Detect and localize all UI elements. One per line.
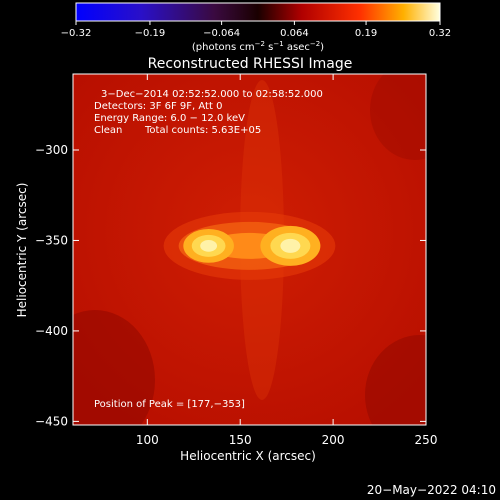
colorbar-gradient	[75, 2, 441, 22]
annotation-energy-range: Energy Range: 6.0 − 12.0 keV	[94, 113, 245, 124]
y-tick-label: −350	[35, 233, 68, 247]
source-peak	[280, 238, 301, 253]
dark-corner-lower-right	[365, 335, 426, 425]
footer-timestamp: 20−May−2022 04:10	[367, 483, 496, 497]
colorbar-tick-label: 0.32	[429, 28, 451, 39]
annotations: 3−Dec−2014 02:52:52.000 to 02:58:52.000 …	[94, 89, 323, 410]
image-area	[73, 74, 426, 425]
colorbar-tick-label: −0.32	[61, 28, 92, 39]
annotation-total-counts: Total counts: 5.63E+05	[144, 125, 261, 136]
emission-sources	[163, 211, 336, 280]
y-axis-label: Heliocentric Y (arcsec)	[15, 183, 29, 318]
colorbar-unit-label: (photons cm−2 s−1 asec−2)	[192, 40, 324, 53]
colorbar-tick-label: 0.19	[355, 28, 377, 39]
annotation-clean: Clean	[94, 125, 122, 136]
annotation-time-range: 3−Dec−2014 02:52:52.000 to 02:58:52.000	[101, 89, 323, 100]
colorbar-tick-label: 0.064	[280, 28, 309, 39]
x-tick-label: 200	[322, 433, 345, 447]
x-tick-label: 150	[229, 433, 252, 447]
colorbar-tick-label: −0.064	[203, 28, 240, 39]
y-tick-label: −400	[35, 324, 68, 338]
y-tick-label: −300	[35, 143, 68, 157]
axis-ticks: 100 150 200 250 −300 −350 −400 −450	[35, 74, 437, 447]
dark-corner-upper-right	[370, 74, 426, 160]
x-axis-label: Heliocentric X (arcsec)	[180, 449, 316, 463]
annotation-detectors: Detectors: 3F 6F 9F, Att 0	[94, 101, 222, 112]
colorbar-ticks: −0.32 −0.19 −0.064 0.064 0.19 0.32	[61, 21, 451, 39]
chart-title: Reconstructed RHESSI Image	[148, 56, 353, 72]
source-secondary-peak	[200, 239, 218, 252]
colorbar: −0.32 −0.19 −0.064 0.064 0.19 0.32 (photons c…	[61, 2, 451, 53]
dark-corner-lower-left	[73, 310, 155, 425]
x-tick-label: 250	[415, 433, 438, 447]
plot-frame	[72, 73, 427, 426]
y-tick-label: −450	[35, 414, 68, 428]
x-tick-label: 100	[136, 433, 159, 447]
colorbar-tick-label: −0.19	[135, 28, 166, 39]
annotation-peak-position: Position of Peak = [177,−353]	[94, 399, 245, 410]
